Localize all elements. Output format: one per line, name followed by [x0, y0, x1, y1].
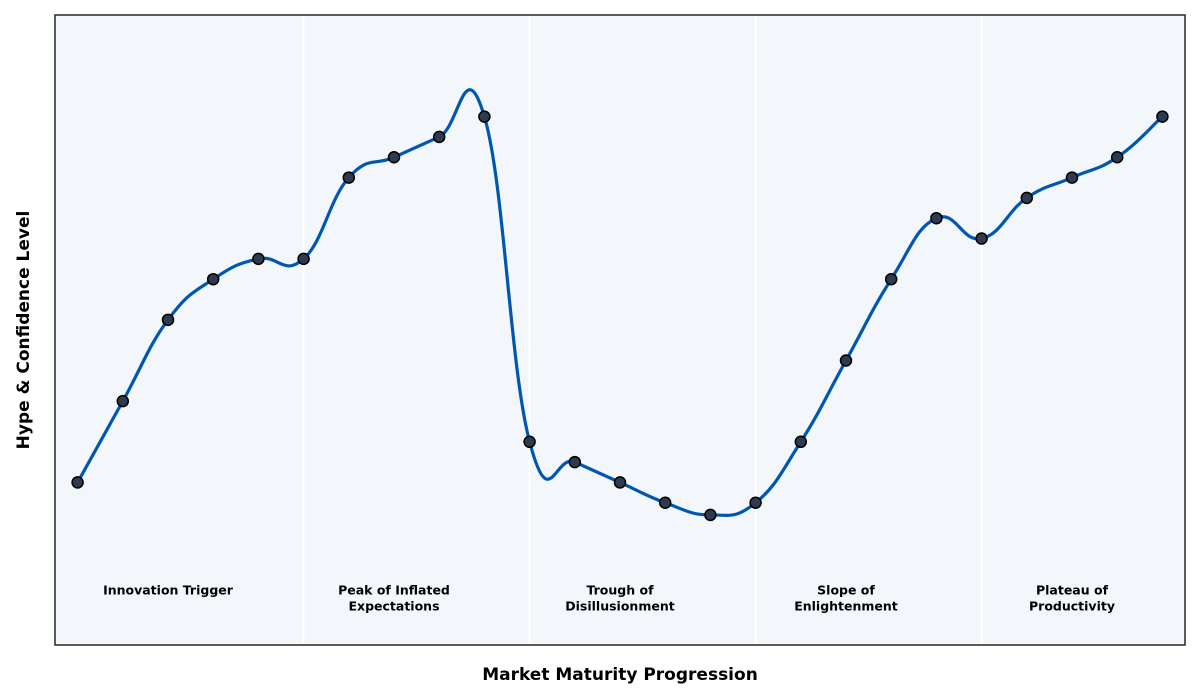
data-point — [975, 232, 988, 245]
data-point — [523, 435, 536, 449]
data-point — [704, 508, 717, 522]
data-point — [658, 496, 672, 509]
data-point — [478, 110, 491, 123]
data-point — [884, 272, 898, 286]
data-point — [432, 130, 446, 144]
phase-label: Enlightenment — [794, 599, 898, 614]
data-point — [749, 496, 762, 509]
data-point — [387, 151, 401, 164]
data-point — [1065, 171, 1079, 184]
data-point — [297, 252, 310, 266]
data-point — [1020, 191, 1034, 205]
data-point — [342, 171, 356, 184]
phase-label: Productivity — [1029, 599, 1115, 614]
data-point — [1110, 151, 1124, 164]
phase-label: Disillusionment — [565, 599, 674, 614]
data-point — [71, 476, 84, 489]
plot-frame — [54, 14, 1186, 646]
phase-label: Plateau of — [1036, 583, 1109, 598]
phase-label: Expectations — [348, 599, 439, 614]
data-point — [206, 272, 220, 286]
data-point — [161, 313, 175, 327]
plot-area — [55, 15, 1185, 645]
x-axis-label: Market Maturity Progression — [482, 665, 758, 685]
phase-label: Slope of — [817, 583, 875, 598]
y-axis-label: Hype & Confidence Level — [14, 211, 34, 450]
data-point — [116, 394, 130, 408]
data-point — [930, 211, 943, 225]
data-point — [568, 455, 582, 469]
data-point — [613, 476, 627, 489]
plot-layer: Innovation Trigger Peak of InflatedExpect… — [71, 15, 1169, 645]
phase-label: Peak of Inflated — [338, 583, 450, 598]
phase-label: Innovation Trigger — [103, 583, 234, 598]
data-point — [252, 252, 265, 266]
phase-label: Trough of — [586, 583, 654, 598]
data-point — [1156, 110, 1169, 123]
data-point — [839, 354, 853, 367]
data-point — [794, 435, 808, 449]
